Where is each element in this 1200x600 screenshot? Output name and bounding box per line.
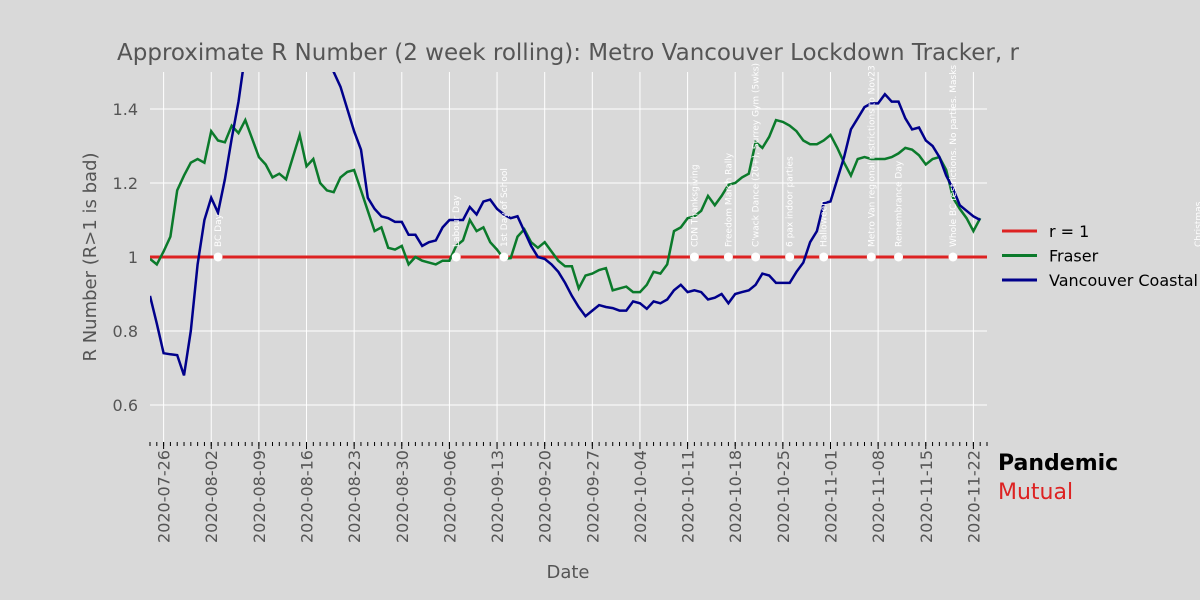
x-tick-label: 2020-08-30 xyxy=(393,450,412,543)
x-tick-label: 2020-09-06 xyxy=(440,450,459,543)
annotation-dot xyxy=(894,252,904,262)
annotation-label: Freedom March Rally xyxy=(724,152,734,247)
series-line xyxy=(150,72,981,376)
annotation-label: Whole BC restrictions. No parties. Masks xyxy=(949,65,959,247)
y-tick-label: 1.4 xyxy=(113,100,138,119)
y-tick-label: 1.2 xyxy=(113,174,138,193)
annotation-dot xyxy=(785,252,795,262)
annotation-dot xyxy=(499,252,509,262)
annotation-dot xyxy=(751,252,761,262)
brand-name: Pandemic xyxy=(998,451,1118,476)
annotation-label: BC Day xyxy=(214,213,224,247)
annotation-label: CDN Thanksgiving xyxy=(690,164,700,247)
annotation-dot xyxy=(819,252,829,262)
chart-title: Approximate R Number (2 week rolling): M… xyxy=(117,40,1019,66)
annotation-label: Labour Day xyxy=(452,195,462,247)
annotation-label: Remembrance Day xyxy=(895,160,905,247)
x-tick-label: 2020-09-13 xyxy=(488,450,507,543)
legend-label: Fraser xyxy=(1049,247,1099,266)
annotation-dot xyxy=(451,252,461,262)
x-axis-label: Date xyxy=(546,562,589,583)
x-tick-label: 2020-08-23 xyxy=(345,450,364,543)
y-tick-label: 0.6 xyxy=(113,396,138,415)
annotation-label: Christmas xyxy=(1194,201,1200,247)
y-tick-label: 1 xyxy=(128,248,138,267)
annotation-dot xyxy=(689,252,699,262)
x-tick-label: 2020-10-25 xyxy=(774,450,793,543)
annotation-label: Metro Van regional restrictions to Nov23 xyxy=(867,65,877,247)
legend-label: r = 1 xyxy=(1049,222,1089,241)
series-line xyxy=(150,117,982,294)
x-tick-label: 2020-11-08 xyxy=(869,450,888,543)
annotation-label: 6 pax indoor parties xyxy=(786,156,796,247)
x-tick-label: 2020-11-22 xyxy=(964,450,983,543)
x-tick-label: 2020-08-16 xyxy=(298,450,317,543)
y-axis-label: R Number (R>1 is bad) xyxy=(80,152,101,361)
x-tick-label: 2020-08-09 xyxy=(250,450,269,543)
x-tick-label: 2020-09-27 xyxy=(583,450,602,543)
x-tick-label: 2020-10-18 xyxy=(726,450,745,543)
annotation-label: Halloween xyxy=(820,200,830,247)
x-tick-label: 2020-09-20 xyxy=(536,450,555,543)
annotation-dot xyxy=(866,252,876,262)
x-tick-label: 2020-08-02 xyxy=(202,450,221,543)
annotation-dot xyxy=(213,252,223,262)
annotation-label: 1st Day of School xyxy=(500,168,510,247)
annotation-dot xyxy=(723,252,733,262)
y-tick-label: 0.8 xyxy=(113,322,138,341)
x-tick-label: 2020-11-15 xyxy=(917,450,936,543)
plot-area xyxy=(150,72,987,376)
x-tick-label: 2020-07-26 xyxy=(155,450,174,543)
x-tick-label: 2020-11-01 xyxy=(821,450,840,543)
x-tick-label: 2020-10-04 xyxy=(631,450,650,543)
x-tick-label: 2020-10-11 xyxy=(679,450,698,543)
annotation-label: C'wack Dance (20+), Surrey Gym (5wks) xyxy=(752,63,762,247)
annotation-dot xyxy=(948,252,958,262)
legend-label: Vancouver Coastal xyxy=(1049,271,1198,290)
brand-name: Mutual xyxy=(998,480,1073,505)
